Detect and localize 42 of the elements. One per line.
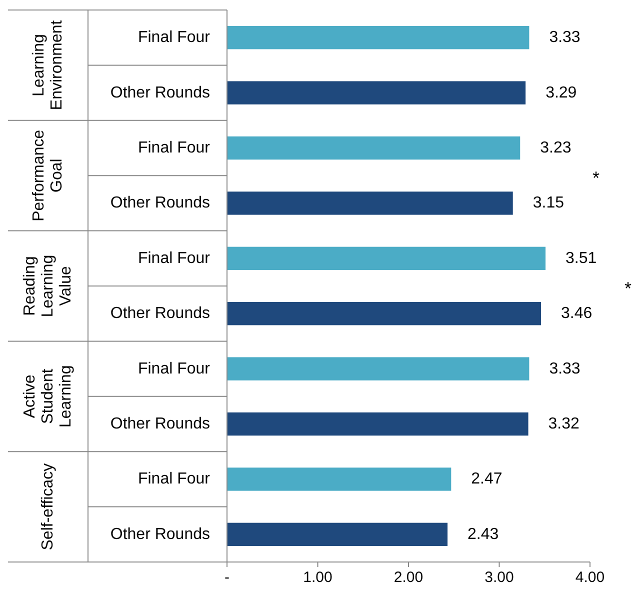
data-label: 3.33: [549, 29, 580, 46]
y-tick-label: Other Rounds: [110, 84, 210, 102]
x-tick-label: 3.00: [484, 569, 514, 586]
y-tick-label: Other Rounds: [110, 305, 210, 322]
text: Learning Environment: [30, 20, 66, 110]
bar: [227, 357, 530, 380]
x-tick-label: 4.00: [575, 569, 605, 586]
bar: [227, 26, 530, 50]
bar: [227, 412, 528, 436]
text: Reading Learning Value: [22, 254, 74, 318]
y-tick-label: Final Four: [138, 250, 211, 267]
y-tick-label: Final Four: [138, 29, 211, 46]
data-label: 2.47: [471, 470, 502, 488]
text: Self-efficacy: [40, 463, 56, 550]
x-tick-label: -: [224, 569, 230, 586]
data-label: 3.33: [549, 360, 580, 378]
bar: [227, 192, 513, 215]
data-label: 3.15: [532, 194, 564, 212]
text: Active Student Learning: [22, 365, 74, 428]
bar: [227, 522, 448, 546]
bar: [227, 136, 520, 160]
y-tick-label: Final Four: [138, 470, 211, 488]
bar: [227, 302, 541, 326]
text: Performance Goal: [30, 130, 66, 222]
y-tick-label: Final Four: [138, 360, 211, 378]
y-tick-label: Final Four: [138, 140, 211, 156]
y-tick-label: Other Rounds: [110, 194, 210, 212]
data-label: 3.46: [560, 305, 592, 322]
bar: [227, 246, 546, 270]
x-tick-label: 1.00: [303, 569, 332, 586]
data-label: 3.32: [548, 416, 580, 432]
data-label: 3.23: [540, 140, 572, 156]
text: *: [624, 278, 632, 298]
data-label: 3.29: [546, 84, 577, 102]
data-label: 3.51: [566, 250, 597, 267]
y-tick-label: Other Rounds: [110, 416, 210, 432]
x-tick-label: 2.00: [394, 569, 424, 586]
text: *: [592, 168, 600, 188]
y-tick-label: Other Rounds: [110, 526, 210, 543]
bar: [227, 81, 526, 104]
bar: [227, 468, 452, 491]
data-label: 2.43: [468, 526, 499, 543]
